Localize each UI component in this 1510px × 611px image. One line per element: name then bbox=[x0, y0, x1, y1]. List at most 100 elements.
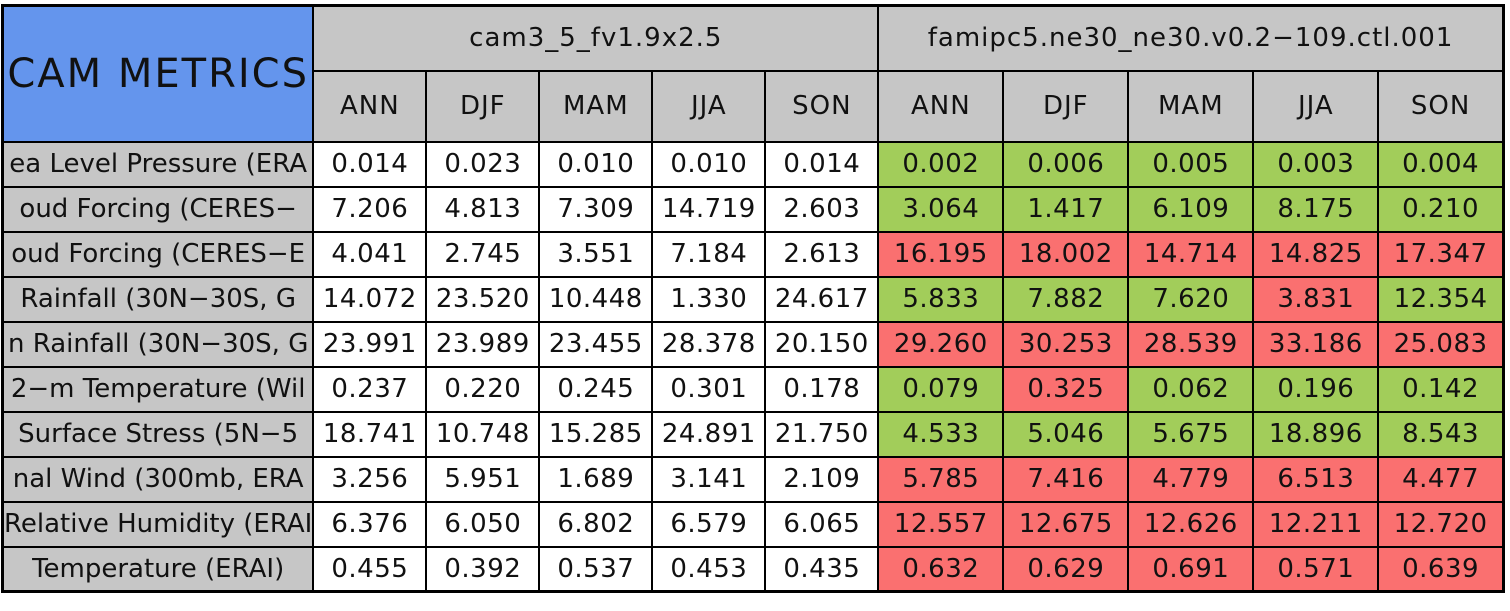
value-cell-model1: 0.237 bbox=[312, 365, 428, 413]
value-cell-model2: 7.882 bbox=[1002, 275, 1130, 323]
value-cell-model2: 5.675 bbox=[1127, 410, 1255, 458]
model2-name-header: famipc5.ne30_ne30.v0.2−109.ctl.001 bbox=[877, 4, 1505, 72]
table-row: 2−m Temperature (Wil 0.237 0.220 0.245 0… bbox=[1, 365, 1505, 413]
metric-label: oud Forcing (CERES− bbox=[1, 185, 315, 233]
value-cell-model1: 0.014 bbox=[312, 140, 428, 188]
value-cell-model1: 1.689 bbox=[538, 455, 654, 503]
value-cell-model2: 6.513 bbox=[1252, 455, 1380, 503]
value-cell-model1: 21.750 bbox=[764, 410, 880, 458]
value-cell-model2: 12.354 bbox=[1377, 275, 1505, 323]
table-title: CAM METRICS bbox=[1, 4, 315, 143]
value-cell-model2: 5.785 bbox=[877, 455, 1005, 503]
value-cell-model2: 0.629 bbox=[1002, 545, 1130, 593]
value-cell-model1: 2.745 bbox=[425, 230, 541, 278]
value-cell-model1: 0.010 bbox=[651, 140, 767, 188]
value-cell-model2: 7.620 bbox=[1127, 275, 1255, 323]
table-row: Temperature (ERAI) 0.455 0.392 0.537 0.4… bbox=[1, 545, 1505, 593]
value-cell-model2: 18.896 bbox=[1252, 410, 1380, 458]
value-cell-model2: 12.211 bbox=[1252, 500, 1380, 548]
metric-label: 2−m Temperature (Wil bbox=[1, 365, 315, 413]
value-cell-model2: 18.002 bbox=[1002, 230, 1130, 278]
value-cell-model2: 33.186 bbox=[1252, 320, 1380, 368]
value-cell-model2: 0.079 bbox=[877, 365, 1005, 413]
value-cell-model1: 2.109 bbox=[764, 455, 880, 503]
season-header-mam: MAM bbox=[1127, 69, 1255, 143]
value-cell-model1: 1.330 bbox=[651, 275, 767, 323]
value-cell-model1: 0.537 bbox=[538, 545, 654, 593]
value-cell-model2: 14.714 bbox=[1127, 230, 1255, 278]
value-cell-model2: 5.833 bbox=[877, 275, 1005, 323]
value-cell-model1: 6.065 bbox=[764, 500, 880, 548]
season-header-djf: DJF bbox=[425, 69, 541, 143]
value-cell-model1: 7.184 bbox=[651, 230, 767, 278]
cam-metrics-table: CAM METRICS cam3_5_fv1.9x2.5 famipc5.ne3… bbox=[1, 4, 1505, 593]
value-cell-model1: 20.150 bbox=[764, 320, 880, 368]
value-cell-model2: 0.325 bbox=[1002, 365, 1130, 413]
table-row: oud Forcing (CERES− 7.206 4.813 7.309 14… bbox=[1, 185, 1505, 233]
value-cell-model2: 0.003 bbox=[1252, 140, 1380, 188]
table-row: Surface Stress (5N−5 18.741 10.748 15.28… bbox=[1, 410, 1505, 458]
value-cell-model2: 6.109 bbox=[1127, 185, 1255, 233]
value-cell-model1: 0.453 bbox=[651, 545, 767, 593]
value-cell-model2: 30.253 bbox=[1002, 320, 1130, 368]
metric-label: Temperature (ERAI) bbox=[1, 545, 315, 593]
value-cell-model1: 14.719 bbox=[651, 185, 767, 233]
table-row: ea Level Pressure (ERA 0.014 0.023 0.010… bbox=[1, 140, 1505, 188]
value-cell-model1: 0.014 bbox=[764, 140, 880, 188]
value-cell-model1: 3.256 bbox=[312, 455, 428, 503]
table-row: oud Forcing (CERES−E 4.041 2.745 3.551 7… bbox=[1, 230, 1505, 278]
metric-label: n Rainfall (30N−30S, G bbox=[1, 320, 315, 368]
metrics-rows: ea Level Pressure (ERA 0.014 0.023 0.010… bbox=[1, 140, 1505, 593]
model1-name-header: cam3_5_fv1.9x2.5 bbox=[312, 4, 880, 72]
value-cell-model1: 6.376 bbox=[312, 500, 428, 548]
season-header-jja: JJA bbox=[1252, 69, 1380, 143]
model-header-row: CAM METRICS cam3_5_fv1.9x2.5 famipc5.ne3… bbox=[1, 4, 1505, 143]
table-row: Relative Humidity (ERAI 6.376 6.050 6.80… bbox=[1, 500, 1505, 548]
value-cell-model1: 28.378 bbox=[651, 320, 767, 368]
value-cell-model2: 0.691 bbox=[1127, 545, 1255, 593]
value-cell-model1: 23.991 bbox=[312, 320, 428, 368]
value-cell-model1: 3.141 bbox=[651, 455, 767, 503]
metric-label: Surface Stress (5N−5 bbox=[1, 410, 315, 458]
value-cell-model2: 0.571 bbox=[1252, 545, 1380, 593]
value-cell-model2: 16.195 bbox=[877, 230, 1005, 278]
metric-label: oud Forcing (CERES−E bbox=[1, 230, 315, 278]
metric-label: Rainfall (30N−30S, G bbox=[1, 275, 315, 323]
value-cell-model1: 5.951 bbox=[425, 455, 541, 503]
table-row: n Rainfall (30N−30S, G 23.991 23.989 23.… bbox=[1, 320, 1505, 368]
season-header-son: SON bbox=[764, 69, 880, 143]
value-cell-model2: 14.825 bbox=[1252, 230, 1380, 278]
value-cell-model2: 4.477 bbox=[1377, 455, 1505, 503]
value-cell-model2: 12.675 bbox=[1002, 500, 1130, 548]
value-cell-model1: 0.392 bbox=[425, 545, 541, 593]
value-cell-model2: 0.002 bbox=[877, 140, 1005, 188]
table-row: nal Wind (300mb, ERA 3.256 5.951 1.689 3… bbox=[1, 455, 1505, 503]
metric-label: nal Wind (300mb, ERA bbox=[1, 455, 315, 503]
value-cell-model2: 25.083 bbox=[1377, 320, 1505, 368]
value-cell-model2: 3.064 bbox=[877, 185, 1005, 233]
value-cell-model1: 0.010 bbox=[538, 140, 654, 188]
value-cell-model2: 1.417 bbox=[1002, 185, 1130, 233]
value-cell-model1: 2.613 bbox=[764, 230, 880, 278]
value-cell-model2: 8.543 bbox=[1377, 410, 1505, 458]
value-cell-model2: 0.210 bbox=[1377, 185, 1505, 233]
value-cell-model1: 23.455 bbox=[538, 320, 654, 368]
value-cell-model1: 10.448 bbox=[538, 275, 654, 323]
season-header-row: ANN DJF MAM JJA SON ANN DJF MAM JJA SON bbox=[3, 69, 1505, 143]
value-cell-model1: 0.023 bbox=[425, 140, 541, 188]
value-cell-model2: 0.196 bbox=[1252, 365, 1380, 413]
value-cell-model2: 0.006 bbox=[1002, 140, 1130, 188]
value-cell-model1: 23.989 bbox=[425, 320, 541, 368]
season-header-jja: JJA bbox=[651, 69, 767, 143]
season-header-ann: ANN bbox=[877, 69, 1005, 143]
value-cell-model1: 0.301 bbox=[651, 365, 767, 413]
value-cell-model1: 4.813 bbox=[425, 185, 541, 233]
value-cell-model2: 3.831 bbox=[1252, 275, 1380, 323]
season-header-mam: MAM bbox=[538, 69, 654, 143]
value-cell-model1: 2.603 bbox=[764, 185, 880, 233]
value-cell-model2: 4.779 bbox=[1127, 455, 1255, 503]
value-cell-model1: 14.072 bbox=[312, 275, 428, 323]
value-cell-model1: 6.802 bbox=[538, 500, 654, 548]
season-header-ann: ANN bbox=[312, 69, 428, 143]
metric-label: Relative Humidity (ERAI bbox=[1, 500, 315, 548]
